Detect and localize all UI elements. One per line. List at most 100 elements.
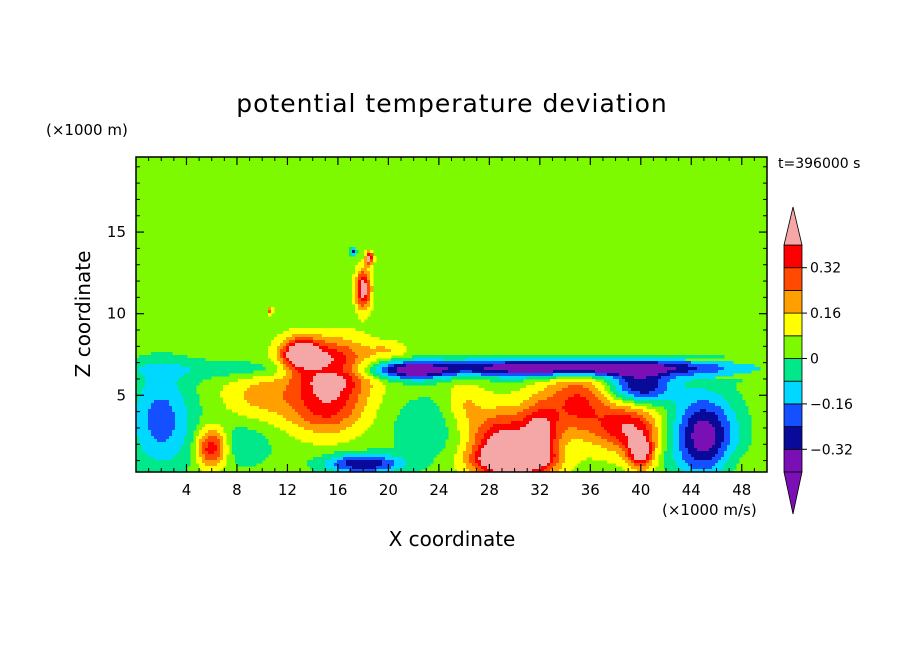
x-tick-label: 12 [278,481,297,499]
field-cell [187,406,203,410]
field-cell [286,418,305,422]
field-cell [649,430,653,434]
field-cell [238,412,278,416]
field-cell [283,391,302,395]
field-cell [355,286,359,290]
field-cell [154,457,173,461]
field-cell [370,256,374,260]
field-cell [724,451,734,455]
field-cell [625,469,638,472]
field-cell [361,283,368,287]
field-cell [367,301,371,305]
field-cell [658,379,671,383]
field-cell [205,454,221,458]
field-cell [136,406,152,410]
field-cell [139,367,191,371]
field-cell [187,433,194,437]
field-cell [478,457,551,461]
field-cell [481,451,551,455]
field-cell [628,457,632,461]
field-cell [682,451,689,455]
field-cell [364,358,377,362]
field-cell [187,418,200,422]
field-cell [271,307,275,311]
field-cell [655,418,662,422]
field-cell [223,445,230,449]
field-cell [301,382,311,386]
field-cell [664,463,677,467]
field-cell [628,448,632,452]
field-cell [349,253,353,257]
field-cell [595,394,605,398]
field-cell [184,400,200,404]
field-cell [277,346,284,350]
field-cell [676,409,686,413]
field-cell [628,454,635,458]
field-cell [418,397,431,401]
field-cell [526,415,560,419]
field-cell [529,406,563,410]
field-cell [358,298,362,302]
field-cell [367,253,371,257]
field-cell [151,403,170,407]
field-cell [652,415,662,419]
field-cell [181,445,191,449]
field-cell [187,424,197,428]
field-cell [730,430,740,434]
field-cell [544,469,551,472]
field-cell [169,403,185,407]
field-cell [523,400,539,404]
field-cell [601,424,623,428]
field-cell [400,409,440,413]
field-cell [364,256,368,260]
field-cell [562,436,602,440]
field-cell [391,349,407,353]
field-cell [466,466,476,470]
field-cell [664,451,674,455]
field-cell [268,310,272,314]
field-cell [223,397,245,401]
field-cell [205,424,221,428]
field-cell [685,436,692,440]
y-tick-label: 10 [107,305,126,323]
field-cell [556,409,566,413]
field-cell [565,451,617,455]
field-cell [532,469,545,472]
field-cell [151,430,173,434]
field-cell [487,439,551,443]
field-cell [550,421,557,425]
field-cell [346,460,383,464]
x-tick-label: 8 [232,481,242,499]
field-cell [658,361,692,365]
field-cell [655,445,659,449]
field-cell [172,433,188,437]
field-cell [355,283,359,287]
field-cell [691,436,716,440]
field-cell [382,370,389,374]
field-cell [631,460,635,464]
field-cell [688,424,695,428]
field-cell [739,442,752,446]
field-cell [688,418,719,422]
field-cell [451,403,464,407]
field-cell [361,385,374,389]
field-cell [568,397,587,401]
field-cell [634,424,647,428]
x-unit-label: (×1000 m/s) [662,501,757,519]
field-cell [547,385,569,389]
field-cell [604,394,611,398]
field-cell [475,466,482,470]
field-cell [406,460,434,464]
field-cell [565,448,608,452]
field-cell [472,445,479,449]
field-cell [598,388,605,392]
field-cell [628,442,650,446]
field-cell [664,466,680,470]
colorbar-over-triangle [783,206,803,246]
field-cell [457,451,464,455]
field-cell [631,406,647,410]
field-cell [313,457,332,461]
field-cell [472,370,509,374]
field-cell [355,277,359,281]
field-cell [550,427,557,431]
